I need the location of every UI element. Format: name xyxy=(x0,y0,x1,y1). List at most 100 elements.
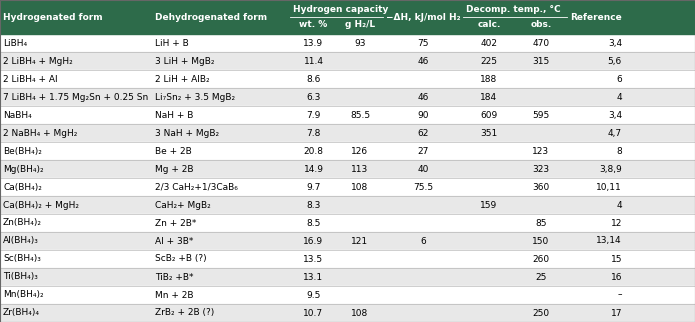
Text: 250: 250 xyxy=(532,308,550,317)
Text: Mn(BH₄)₂: Mn(BH₄)₂ xyxy=(3,290,44,299)
Text: 4,7: 4,7 xyxy=(608,128,622,137)
Text: Hydrogenated form: Hydrogenated form xyxy=(3,13,103,22)
Text: 27: 27 xyxy=(417,147,429,156)
Text: Dehydrogenated form: Dehydrogenated form xyxy=(155,13,267,22)
Text: 11.4: 11.4 xyxy=(304,56,323,65)
Text: 6: 6 xyxy=(616,74,622,83)
Bar xyxy=(0,52,695,70)
Text: 3 NaH + MgB₂: 3 NaH + MgB₂ xyxy=(155,128,219,137)
Bar xyxy=(0,178,695,196)
Text: 13.1: 13.1 xyxy=(304,272,324,281)
Text: 6.3: 6.3 xyxy=(306,92,320,101)
Text: 260: 260 xyxy=(532,254,550,263)
Text: Be + 2B: Be + 2B xyxy=(155,147,192,156)
Text: Hydrogen capacity: Hydrogen capacity xyxy=(293,5,389,14)
Text: Ti(BH₄)₃: Ti(BH₄)₃ xyxy=(3,272,38,281)
Text: 13.9: 13.9 xyxy=(304,39,324,48)
Text: LiH + B: LiH + B xyxy=(155,39,189,48)
Text: 5,6: 5,6 xyxy=(607,56,622,65)
Text: 2/3 CaH₂+1/3CaB₆: 2/3 CaH₂+1/3CaB₆ xyxy=(155,183,238,192)
Text: 108: 108 xyxy=(352,183,368,192)
Text: NaH + B: NaH + B xyxy=(155,110,193,119)
Text: 90: 90 xyxy=(417,110,429,119)
Text: Li₇Sn₂ + 3.5 MgB₂: Li₇Sn₂ + 3.5 MgB₂ xyxy=(155,92,235,101)
Bar xyxy=(0,34,695,52)
Text: 470: 470 xyxy=(532,39,550,48)
Bar xyxy=(0,0,695,34)
Text: 108: 108 xyxy=(352,308,368,317)
Text: 360: 360 xyxy=(532,183,550,192)
Text: 150: 150 xyxy=(532,236,550,245)
Text: CaH₂+ MgB₂: CaH₂+ MgB₂ xyxy=(155,201,211,210)
Text: Mg(BH₄)₂: Mg(BH₄)₂ xyxy=(3,165,44,174)
Text: 2 LiH + AlB₂: 2 LiH + AlB₂ xyxy=(155,74,210,83)
Text: 121: 121 xyxy=(352,236,368,245)
Text: 315: 315 xyxy=(532,56,550,65)
Text: 9.5: 9.5 xyxy=(306,290,320,299)
Text: 40: 40 xyxy=(417,165,429,174)
Text: 12: 12 xyxy=(611,219,622,228)
Text: 188: 188 xyxy=(480,74,498,83)
Text: Zn + 2B*: Zn + 2B* xyxy=(155,219,197,228)
Bar xyxy=(0,268,695,286)
Text: Reference: Reference xyxy=(571,13,622,22)
Text: Zn(BH₄)₂: Zn(BH₄)₂ xyxy=(3,219,42,228)
Text: 10.7: 10.7 xyxy=(304,308,324,317)
Text: 13,14: 13,14 xyxy=(596,236,622,245)
Text: 25: 25 xyxy=(535,272,547,281)
Text: Ca(BH₄)₂: Ca(BH₄)₂ xyxy=(3,183,42,192)
Text: 46: 46 xyxy=(417,56,429,65)
Text: ZrB₂ + 2B (?): ZrB₂ + 2B (?) xyxy=(155,308,214,317)
Text: 8: 8 xyxy=(616,147,622,156)
Text: 8.6: 8.6 xyxy=(306,74,320,83)
Text: obs.: obs. xyxy=(530,20,552,29)
Text: Be(BH₄)₂: Be(BH₄)₂ xyxy=(3,147,42,156)
Text: LiBH₄: LiBH₄ xyxy=(3,39,27,48)
Text: 75.5: 75.5 xyxy=(413,183,433,192)
Text: 2 LiBH₄ + Al: 2 LiBH₄ + Al xyxy=(3,74,58,83)
Bar xyxy=(0,232,695,250)
Text: 14.9: 14.9 xyxy=(304,165,323,174)
Text: 159: 159 xyxy=(480,201,498,210)
Text: Decomp. temp., °C: Decomp. temp., °C xyxy=(466,5,561,14)
Text: 323: 323 xyxy=(532,165,550,174)
Text: 93: 93 xyxy=(354,39,366,48)
Bar xyxy=(0,286,695,304)
Text: Zr(BH₄)₄: Zr(BH₄)₄ xyxy=(3,308,40,317)
Bar xyxy=(0,88,695,106)
Text: 10,11: 10,11 xyxy=(596,183,622,192)
Bar xyxy=(0,304,695,322)
Text: NaBH₄: NaBH₄ xyxy=(3,110,32,119)
Text: 6: 6 xyxy=(420,236,426,245)
Text: wt. %: wt. % xyxy=(300,20,327,29)
Bar xyxy=(0,70,695,88)
Text: 113: 113 xyxy=(352,165,368,174)
Text: 4: 4 xyxy=(616,92,622,101)
Text: 8.3: 8.3 xyxy=(306,201,320,210)
Text: TiB₂ +B*: TiB₂ +B* xyxy=(155,272,193,281)
Text: 16: 16 xyxy=(610,272,622,281)
Text: Sc(BH₄)₃: Sc(BH₄)₃ xyxy=(3,254,41,263)
Text: 16.9: 16.9 xyxy=(304,236,324,245)
Text: 85.5: 85.5 xyxy=(350,110,370,119)
Text: 17: 17 xyxy=(610,308,622,317)
Text: Mn + 2B: Mn + 2B xyxy=(155,290,193,299)
Text: 184: 184 xyxy=(480,92,498,101)
Text: 609: 609 xyxy=(480,110,498,119)
Text: 7.8: 7.8 xyxy=(306,128,320,137)
Text: Al + 3B*: Al + 3B* xyxy=(155,236,193,245)
Text: Ca(BH₄)₂ + MgH₂: Ca(BH₄)₂ + MgH₂ xyxy=(3,201,79,210)
Text: 123: 123 xyxy=(532,147,550,156)
Text: 20.8: 20.8 xyxy=(304,147,323,156)
Bar xyxy=(0,124,695,142)
Text: 3,4: 3,4 xyxy=(608,39,622,48)
Text: Al(BH₄)₃: Al(BH₄)₃ xyxy=(3,236,39,245)
Text: 595: 595 xyxy=(532,110,550,119)
Text: Mg + 2B: Mg + 2B xyxy=(155,165,193,174)
Text: −ΔH, kJ/mol H₂: −ΔH, kJ/mol H₂ xyxy=(386,13,460,22)
Bar xyxy=(0,106,695,124)
Text: 351: 351 xyxy=(480,128,498,137)
Text: 2 NaBH₄ + MgH₂: 2 NaBH₄ + MgH₂ xyxy=(3,128,77,137)
Text: –: – xyxy=(617,290,622,299)
Bar xyxy=(0,196,695,214)
